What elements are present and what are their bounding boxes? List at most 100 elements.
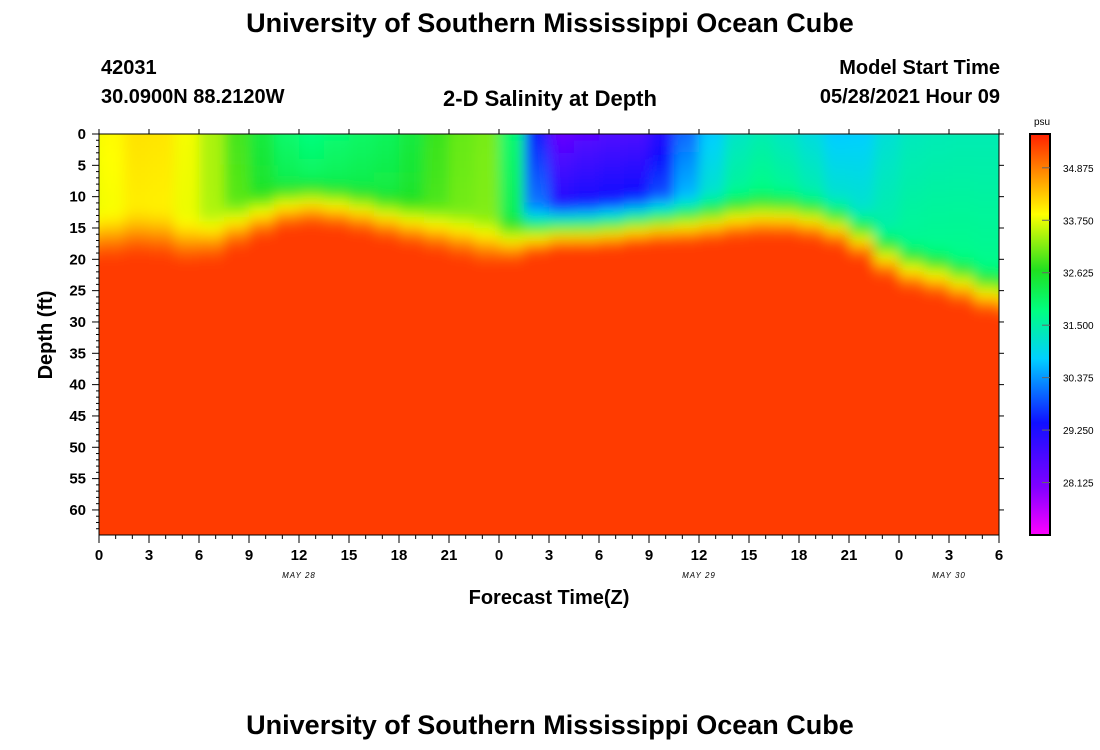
heatmap-cell	[224, 321, 250, 329]
heatmap-cell	[424, 347, 450, 354]
heatmap-cell	[224, 497, 250, 505]
heatmap-cell	[799, 378, 825, 386]
heatmap-cell	[224, 384, 250, 392]
heatmap-cell	[749, 234, 775, 242]
heatmap-cell	[924, 453, 950, 461]
heatmap-cell	[749, 334, 775, 342]
heatmap-cell	[924, 309, 950, 317]
heatmap-cell	[124, 315, 150, 323]
heatmap-cell	[224, 215, 250, 223]
heatmap-cell	[524, 409, 550, 417]
heatmap-cell	[274, 240, 300, 248]
heatmap-cell	[374, 278, 400, 285]
heatmap-cell	[449, 227, 475, 235]
heatmap-cell	[499, 234, 525, 242]
heatmap-cell	[649, 227, 675, 235]
heatmap-cell	[849, 415, 875, 423]
heatmap-cell	[874, 253, 900, 260]
heatmap-cell	[424, 134, 450, 141]
heatmap-cell	[574, 535, 600, 542]
heatmap-cell	[924, 209, 950, 217]
heatmap-cell	[849, 253, 875, 260]
heatmap-cell	[324, 121, 350, 128]
heatmap-cell	[974, 265, 999, 273]
heatmap-cell	[824, 259, 850, 267]
heatmap-cell	[874, 234, 900, 242]
heatmap-cell	[599, 340, 625, 348]
heatmap-cell	[399, 146, 425, 154]
heatmap-cell	[774, 184, 800, 191]
heatmap-cell	[299, 535, 325, 542]
heatmap-cell	[549, 347, 575, 354]
heatmap-cell	[824, 309, 850, 317]
heatmap-cell	[99, 209, 125, 217]
heatmap-cell	[899, 134, 925, 141]
heatmap-cell	[799, 384, 825, 392]
heatmap-cell	[149, 278, 175, 285]
heatmap-cell	[824, 384, 850, 392]
heatmap-cell	[574, 390, 600, 398]
heatmap-cell	[99, 415, 125, 423]
heatmap-cell	[849, 152, 875, 160]
heatmap-cell	[499, 472, 525, 480]
heatmap-cell	[624, 472, 650, 480]
heatmap-cell	[449, 522, 475, 530]
heatmap-cell	[474, 309, 500, 317]
heatmap-cell	[649, 190, 675, 198]
heatmap-cell	[699, 497, 725, 505]
heatmap-cell	[574, 328, 600, 336]
heatmap-cell	[899, 428, 925, 436]
heatmap-cell	[224, 290, 250, 298]
heatmap-cell	[824, 403, 850, 411]
heatmap-cell	[699, 390, 725, 398]
heatmap-cell	[799, 491, 825, 499]
heatmap-cell	[599, 134, 625, 141]
heatmap-cell	[699, 484, 725, 492]
heatmap-cell	[774, 121, 800, 128]
heatmap-cell	[224, 303, 250, 311]
heatmap-cell	[149, 309, 175, 317]
heatmap-cell	[774, 296, 800, 304]
colorbar: psu 34.87533.75032.62531.50030.37529.250…	[1029, 117, 1094, 536]
heatmap-cell	[574, 184, 600, 191]
heatmap-cell	[499, 422, 525, 430]
heatmap-cell	[499, 315, 525, 323]
heatmap-cell	[399, 303, 425, 311]
heatmap-cell	[149, 140, 175, 148]
heatmap-cell	[274, 321, 300, 329]
heatmap-cell	[499, 453, 525, 461]
heatmap-cell	[724, 253, 750, 260]
heatmap-cell	[749, 340, 775, 348]
heatmap-cell	[599, 441, 625, 448]
heatmap-cell	[424, 227, 450, 235]
heatmap-cell	[524, 522, 550, 530]
heatmap-cell	[999, 491, 1025, 498]
heatmap-cell	[924, 265, 950, 273]
heatmap-cell	[524, 246, 550, 254]
heatmap-cell	[324, 503, 350, 511]
heatmap-cell	[599, 140, 625, 148]
heatmap-cell	[724, 284, 750, 292]
heatmap-cell	[649, 441, 675, 448]
heatmap-cell	[174, 409, 200, 417]
heatmap-cell	[724, 215, 750, 223]
heatmap-cell	[424, 321, 450, 329]
heatmap-cell	[524, 428, 550, 436]
heatmap-cell	[199, 428, 225, 436]
heatmap-cell	[374, 134, 400, 141]
heatmap-cell	[449, 459, 475, 467]
heatmap-cell	[174, 290, 200, 298]
heatmap-cell	[549, 484, 575, 492]
heatmap-cell	[874, 365, 900, 373]
heatmap-cell	[174, 403, 200, 411]
heatmap-cell	[899, 497, 925, 505]
heatmap-cell	[224, 428, 250, 436]
heatmap-cell	[174, 259, 200, 267]
heatmap-cell	[274, 503, 300, 511]
heatmap-cell	[449, 328, 475, 336]
heatmap-cell	[349, 359, 375, 367]
heatmap-cell	[799, 434, 825, 442]
y-tick-label: 25	[69, 283, 86, 300]
heatmap-cell	[849, 278, 875, 285]
heatmap-cell	[949, 159, 975, 166]
